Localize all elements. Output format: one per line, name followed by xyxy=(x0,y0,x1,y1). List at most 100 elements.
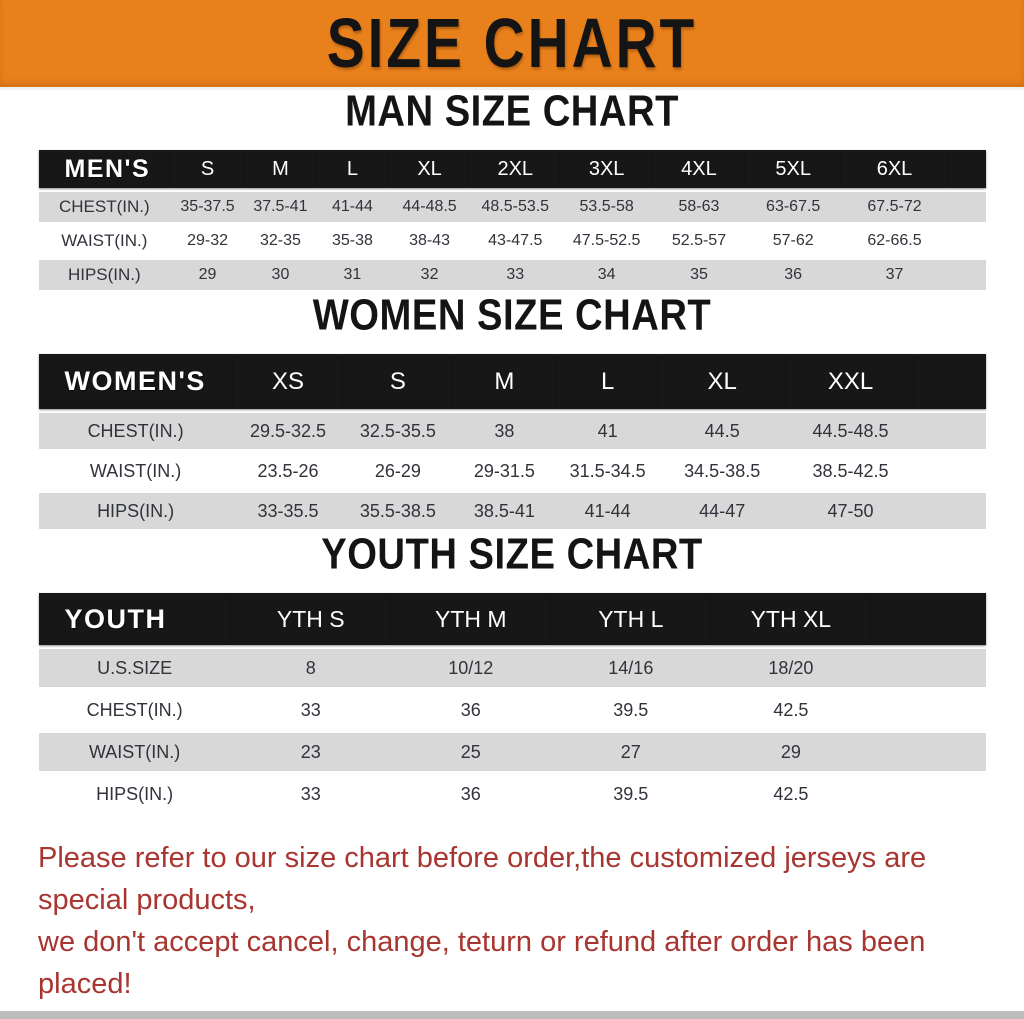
disclaimer-note: Please refer to our size chart before or… xyxy=(0,837,1024,1005)
size-value-cell: 44-47 xyxy=(658,493,786,529)
disclaimer-line-1: Please refer to our size chart before or… xyxy=(38,842,927,917)
size-column-header: XL xyxy=(388,150,471,188)
measurement-row-label: HIPS(IN.) xyxy=(38,260,171,290)
size-value-cell: 38.5-41 xyxy=(452,493,557,529)
banner-title: SIZE CHART xyxy=(326,4,698,83)
measurement-row-label: WAIST(IN.) xyxy=(38,453,233,489)
table-row: HIPS(IN.) 33 36 39.5 42.5 xyxy=(38,775,986,813)
table-group-label: YOUTH xyxy=(38,593,231,645)
size-value-cell: 35 xyxy=(653,260,745,290)
size-value-cell: 33 xyxy=(230,775,391,813)
measurement-row-label: U.S.SIZE xyxy=(38,649,231,687)
spacer-cell xyxy=(870,593,986,645)
size-value-cell: 10/12 xyxy=(390,649,551,687)
size-value-cell: 42.5 xyxy=(710,775,871,813)
size-column-header: S xyxy=(343,354,453,409)
size-column-header: XS xyxy=(232,354,344,409)
size-value-cell: 26-29 xyxy=(343,453,453,489)
spacer-cell xyxy=(947,260,986,290)
table-group-label: WOMEN'S xyxy=(38,354,233,409)
size-value-cell: 23 xyxy=(230,733,391,771)
size-column-header: 2XL xyxy=(470,150,561,188)
size-column-header: YTH M xyxy=(390,593,551,645)
women-size-chart-heading: WOMEN SIZE CHART xyxy=(312,291,712,340)
size-value-cell: 67.5-72 xyxy=(841,192,948,222)
table-row: HIPS(IN.) 29 30 31 32 33 34 35 36 37 xyxy=(38,260,986,290)
size-value-cell: 33 xyxy=(470,260,561,290)
spacer-cell xyxy=(915,453,986,489)
size-column-header: YTH L xyxy=(550,593,711,645)
size-header-row: MEN'S S M L XL 2XL 3XL 4XL 5XL 6XL xyxy=(38,150,986,188)
size-value-cell: 29 xyxy=(170,260,245,290)
table-row: WAIST(IN.) 23 25 27 29 xyxy=(38,733,986,771)
table-row: CHEST(IN.) 29.5-32.5 32.5-35.5 38 41 44.5 44.5… xyxy=(38,413,986,449)
size-value-cell: 33-35.5 xyxy=(232,493,344,529)
size-value-cell: 53.5-58 xyxy=(560,192,654,222)
size-value-cell: 41 xyxy=(556,413,659,449)
table-group-label: MEN'S xyxy=(38,150,171,188)
measurement-row-label: WAIST(IN.) xyxy=(38,733,231,771)
spacer-cell xyxy=(870,649,986,687)
size-column-header: XL xyxy=(658,354,786,409)
size-value-cell: 32-35 xyxy=(244,226,316,256)
size-header-row: YOUTH YTH S YTH M YTH L YTH XL xyxy=(38,593,986,645)
size-value-cell: 36 xyxy=(390,775,551,813)
size-value-cell: 58-63 xyxy=(653,192,745,222)
size-column-header: YTH S xyxy=(230,593,391,645)
table-row: CHEST(IN.) 35-37.5 37.5-41 41-44 44-48.5 48.5… xyxy=(38,192,986,222)
size-value-cell: 29 xyxy=(710,733,871,771)
size-chart-banner: SIZE CHART xyxy=(0,0,1024,90)
youth-size-chart-heading: YOUTH SIZE CHART xyxy=(321,530,703,579)
size-value-cell: 32 xyxy=(388,260,471,290)
measurement-row-label: CHEST(IN.) xyxy=(38,691,231,729)
size-value-cell: 29-32 xyxy=(170,226,245,256)
measurement-row-label: HIPS(IN.) xyxy=(38,775,231,813)
size-value-cell: 48.5-53.5 xyxy=(470,192,561,222)
spacer-cell xyxy=(915,354,986,409)
spacer-cell xyxy=(870,775,986,813)
man-size-chart-heading: MAN SIZE CHART xyxy=(345,87,679,136)
men-size-table: MEN'S S M L XL 2XL 3XL 4XL 5XL 6XL CHEST(IN.) 35-37… xyxy=(38,146,986,294)
disclaimer-line-2: we don't accept cancel, change, teturn o… xyxy=(38,926,926,1001)
measurement-row-label: CHEST(IN.) xyxy=(38,413,233,449)
size-column-header: S xyxy=(170,150,245,188)
size-value-cell: 44-48.5 xyxy=(388,192,471,222)
spacer-cell xyxy=(870,691,986,729)
size-value-cell: 34 xyxy=(560,260,654,290)
size-value-cell: 63-67.5 xyxy=(744,192,842,222)
size-column-header: M xyxy=(452,354,557,409)
size-value-cell: 44.5 xyxy=(658,413,786,449)
youth-size-table: YOUTH YTH S YTH M YTH L YTH XL U.S.SIZE 8 10/12… xyxy=(38,589,986,817)
size-value-cell: 31.5-34.5 xyxy=(556,453,659,489)
size-value-cell: 29-31.5 xyxy=(452,453,557,489)
size-value-cell: 18/20 xyxy=(710,649,871,687)
spacer-cell xyxy=(870,733,986,771)
size-value-cell: 43-47.5 xyxy=(470,226,561,256)
women-size-table: WOMEN'S XS S M L XL XXL CHEST(IN.) 29.5-32.5 32.5… xyxy=(38,350,986,533)
table-row: WAIST(IN.) 23.5-26 26-29 29-31.5 31.5-34.5 34… xyxy=(38,453,986,489)
size-column-header: YTH XL xyxy=(710,593,871,645)
size-value-cell: 36 xyxy=(744,260,842,290)
size-value-cell: 23.5-26 xyxy=(232,453,344,489)
size-column-header: 5XL xyxy=(744,150,842,188)
measurement-row-label: CHEST(IN.) xyxy=(38,192,171,222)
size-value-cell: 8 xyxy=(230,649,391,687)
size-value-cell: 41-44 xyxy=(556,493,659,529)
table-row: HIPS(IN.) 33-35.5 35.5-38.5 38.5-41 41-44 44-… xyxy=(38,493,986,529)
size-value-cell: 35-37.5 xyxy=(170,192,245,222)
size-column-header: 4XL xyxy=(653,150,745,188)
table-row: U.S.SIZE 8 10/12 14/16 18/20 xyxy=(38,649,986,687)
size-value-cell: 47.5-52.5 xyxy=(560,226,654,256)
size-value-cell: 33 xyxy=(230,691,391,729)
size-value-cell: 52.5-57 xyxy=(653,226,745,256)
size-column-header: 6XL xyxy=(841,150,948,188)
size-value-cell: 30 xyxy=(244,260,316,290)
size-value-cell: 34.5-38.5 xyxy=(658,453,786,489)
size-value-cell: 39.5 xyxy=(550,775,711,813)
spacer-cell xyxy=(915,413,986,449)
size-value-cell: 27 xyxy=(550,733,711,771)
spacer-cell xyxy=(947,192,986,222)
size-value-cell: 36 xyxy=(390,691,551,729)
size-column-header: L xyxy=(556,354,659,409)
size-value-cell: 42.5 xyxy=(710,691,871,729)
